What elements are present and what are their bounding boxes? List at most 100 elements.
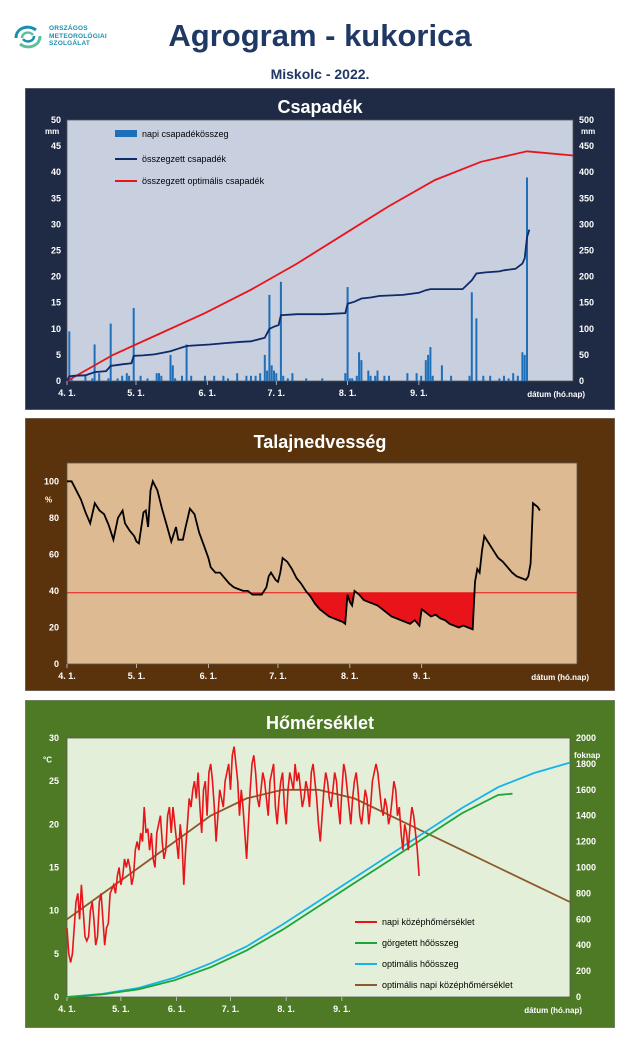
precip-bar [523, 354, 526, 381]
y-unit-left: mm [45, 127, 59, 136]
logo-line-1: ORSZÁGOS [49, 25, 88, 32]
y-tick-label-right: 200 [579, 272, 594, 282]
precip-bar [383, 375, 386, 381]
y-tick-label-left: 15 [51, 298, 61, 308]
x-tick-label: 8. 1. [277, 1004, 295, 1014]
precip-bar [429, 347, 432, 381]
page-title: Agrogram - kukorica [168, 18, 472, 53]
y-tick-label-left: 15 [49, 863, 59, 873]
precip-bar [279, 281, 282, 381]
legend-label: optimális hőösszeg [382, 959, 459, 969]
precip-bar [470, 292, 473, 381]
precip-bar [489, 375, 492, 381]
y-tick-label-left: 10 [49, 906, 59, 916]
soil-moisture-chart: Talajnedvesség 0 20 40 60 80 100% 4. 1. 5. 1. 6. … [25, 418, 615, 691]
precip-bar [367, 370, 370, 381]
precipitation-panel: Csapadék 0 5 10 15 20 25 30 35 40 45 50 0 50 100 150 200… [25, 88, 615, 410]
precip-bar [155, 373, 158, 381]
precip-bar [245, 375, 248, 381]
y-tick-label-left: 5 [54, 949, 59, 959]
precip-bar [305, 378, 308, 381]
precip-bar [344, 373, 347, 381]
y-tick-label-left: 25 [49, 776, 59, 786]
precip-bar [468, 375, 471, 381]
legend-label: összegzett csapadék [142, 154, 227, 164]
chart-title: Talajnedvesség [254, 432, 387, 452]
y-tick-label-right: 1200 [576, 837, 596, 847]
precipitation-chart: Csapadék05101520253035404550050100150200… [25, 88, 615, 410]
y-tick-label: 0 [54, 659, 59, 669]
precip-bar [128, 375, 131, 381]
y-tick-label-right: 600 [576, 914, 591, 924]
precip-bar [275, 373, 278, 381]
cumulative-precip-line [66, 229, 531, 382]
y-tick-label-left: 30 [49, 733, 59, 743]
y-tick-label-right: 150 [579, 298, 594, 308]
y-tick-label-left: 35 [51, 193, 61, 203]
precip-bar [125, 373, 128, 381]
y-unit-right: mm [581, 127, 595, 136]
precip-bar [507, 378, 510, 381]
precip-bar [388, 375, 390, 381]
legend-swatch-bars [115, 130, 137, 137]
precip-bar [270, 365, 273, 381]
legend-label: görgetett hőösszeg [382, 938, 459, 948]
precip-bar [109, 323, 112, 381]
y-tick-label-right: 500 [579, 115, 594, 125]
precip-bar [374, 375, 377, 381]
precip-bar [406, 373, 409, 381]
y-tick-label-right: 450 [579, 141, 594, 151]
y-tick-label-right: 200 [576, 966, 591, 976]
precip-bar [282, 375, 285, 381]
legend-label: összegzett optimális csapadék [142, 176, 265, 186]
y-tick-label-left: 20 [51, 272, 61, 282]
x-axis-label: dátum (hó.nap) [527, 390, 585, 399]
y-tick-label-right: 800 [576, 888, 591, 898]
precip-bar [321, 378, 324, 381]
y-tick-label-right: 1800 [576, 759, 596, 769]
x-axis-label: dátum (hó.nap) [531, 673, 589, 682]
y-tick-label: 20 [49, 622, 59, 632]
precip-bar [346, 287, 349, 381]
precip-bar [190, 375, 193, 381]
y-tick-label-left: 40 [51, 167, 61, 177]
precip-bar [91, 378, 94, 381]
precip-bar [369, 375, 372, 381]
logo-line-2: METEOROLÓGIAI [49, 32, 107, 40]
x-tick-label: 4. 1. [58, 1004, 76, 1014]
y-tick-label-right: 1000 [576, 863, 596, 873]
precip-bar [174, 378, 177, 381]
plot-area [66, 462, 578, 665]
y-tick-label-right: 1600 [576, 785, 596, 795]
precip-bar [498, 378, 501, 381]
soil-moisture-panel: Talajnedvesség 0 20 40 60 80 100% 4. 1. 5. 1. 6. … [25, 418, 615, 691]
x-tick-label: 6. 1. [200, 671, 218, 681]
precip-bar [132, 307, 135, 381]
precip-bar [68, 331, 71, 381]
y-unit-right: foknap [574, 751, 600, 760]
precip-bar [427, 354, 430, 381]
page-subtitle: Miskolc - 2022. [270, 66, 370, 82]
legend-label: napi középhőmérséklet [382, 917, 475, 927]
precip-bar [93, 344, 96, 381]
precip-bar [158, 373, 160, 381]
precip-bar [516, 375, 519, 381]
y-tick-label-left: 50 [51, 115, 61, 125]
precip-bar [250, 375, 252, 381]
x-tick-label: 7. 1. [269, 671, 287, 681]
y-tick-label-left: 45 [51, 141, 61, 151]
precip-bar [440, 365, 443, 381]
y-tick-label-left: 25 [51, 246, 61, 256]
precip-bar [98, 373, 101, 381]
precip-bar [424, 360, 427, 381]
precip-bar [236, 373, 239, 381]
precip-bar [222, 375, 225, 381]
y-tick-label-right: 50 [579, 350, 589, 360]
precip-bar [376, 370, 379, 381]
precip-bar [185, 344, 188, 381]
precip-bar [358, 352, 361, 381]
y-tick-label-right: 0 [579, 376, 584, 386]
x-tick-label: 5. 1. [128, 671, 146, 681]
precip-bar [121, 375, 124, 381]
x-tick-label: 6. 1. [199, 388, 217, 398]
